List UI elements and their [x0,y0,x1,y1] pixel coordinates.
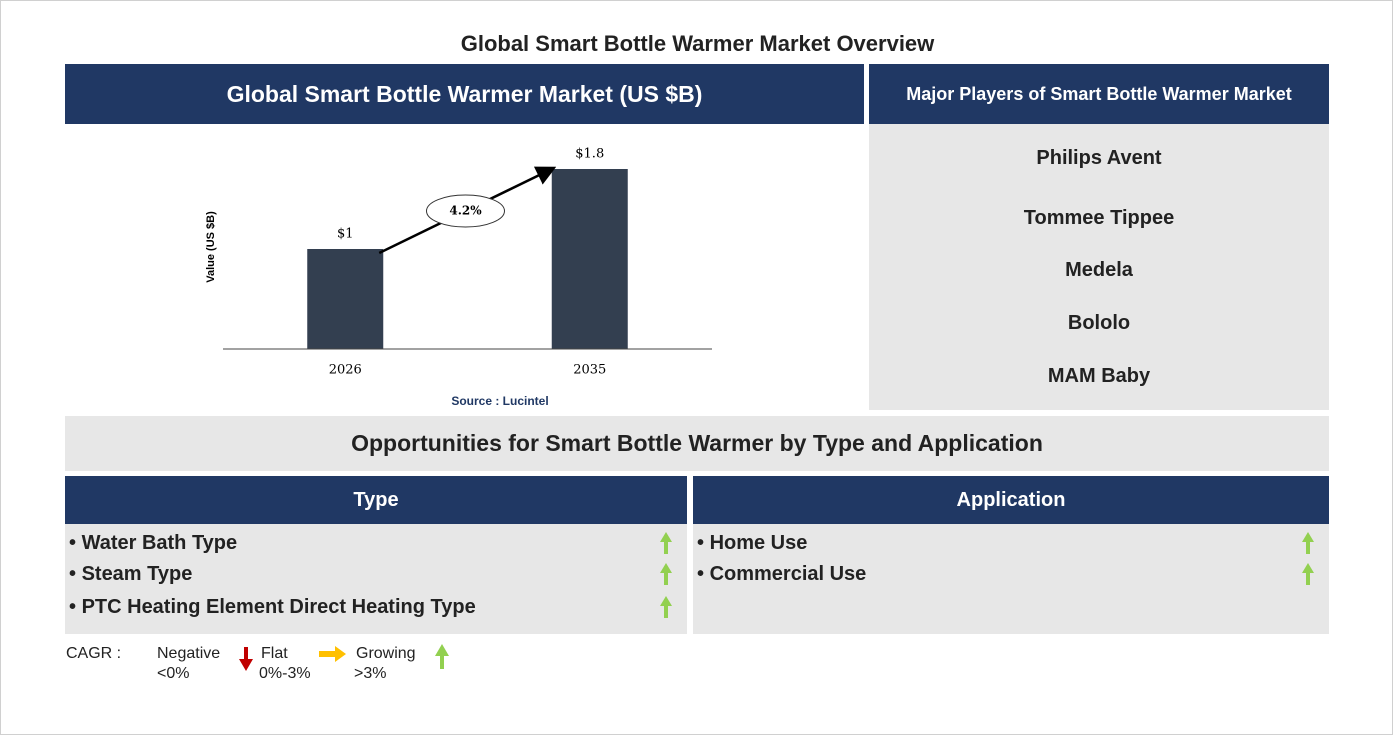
list-item: Home Use [697,532,808,555]
legend-name: Flat [261,645,288,662]
list-item: Commercial Use [697,563,867,586]
legend-range: <0% [157,665,190,682]
bar [307,249,384,349]
legend-name: Negative [157,645,221,662]
player-name: Philips Avent [1036,147,1162,169]
arrow-up [660,532,672,554]
list-item: PTC Heating Element Direct Heating Type [69,596,476,619]
player-name: Bololo [1067,312,1131,334]
source: Source : Lucintel [451,394,548,408]
player-name: MAM Baby [1047,365,1151,387]
arrow-up [660,596,672,618]
arrow-up [1302,532,1314,554]
cagr-bubble [426,194,505,228]
chart-title: Global Smart Bottle Warmer Market (US $B… [65,64,864,124]
arrow-up [660,563,672,585]
list-item: Water Bath Type [69,532,238,555]
list-item: Steam Type [69,563,193,586]
application-list: Home Use Commercial Use [693,524,1329,634]
bar [551,169,628,349]
cagr-label: 4.2% [449,204,482,218]
type-list: Water Bath Type Steam Type PTC Heating Ele… [65,524,687,634]
legend-label: CAGR : [66,645,122,662]
legend-range: 0%-3% [259,665,311,682]
value-label: $1 [337,227,354,242]
players-panel: Philips Avent Tommee Tippee Medela Bololo MA… [869,124,1329,410]
legend-range: >3% [354,665,387,682]
page-title: Global Smart Bottle Warmer Market Overvi… [460,31,935,56]
player-name: Medela [1065,259,1133,281]
players-title: Major Players of Smart Bottle Warmer Mar… [869,64,1329,124]
opportunities-title: Opportunities for Smart Bottle Warmer by… [65,416,1329,471]
arrow-right [319,646,346,662]
application-title: Application [693,476,1329,524]
value-label: $1.8 [575,147,604,162]
y-axis-label: Value (US $B) [205,211,217,283]
arrow-up [435,644,449,669]
x-tick-label: 2035 [573,363,606,378]
type-title: Type [65,476,687,524]
x-tick-label: 2026 [329,363,362,378]
arrow-down [239,647,253,671]
arrow-up [1302,563,1314,585]
player-name: Tommee Tippee [1023,207,1175,229]
legend-name: Growing [356,645,416,662]
